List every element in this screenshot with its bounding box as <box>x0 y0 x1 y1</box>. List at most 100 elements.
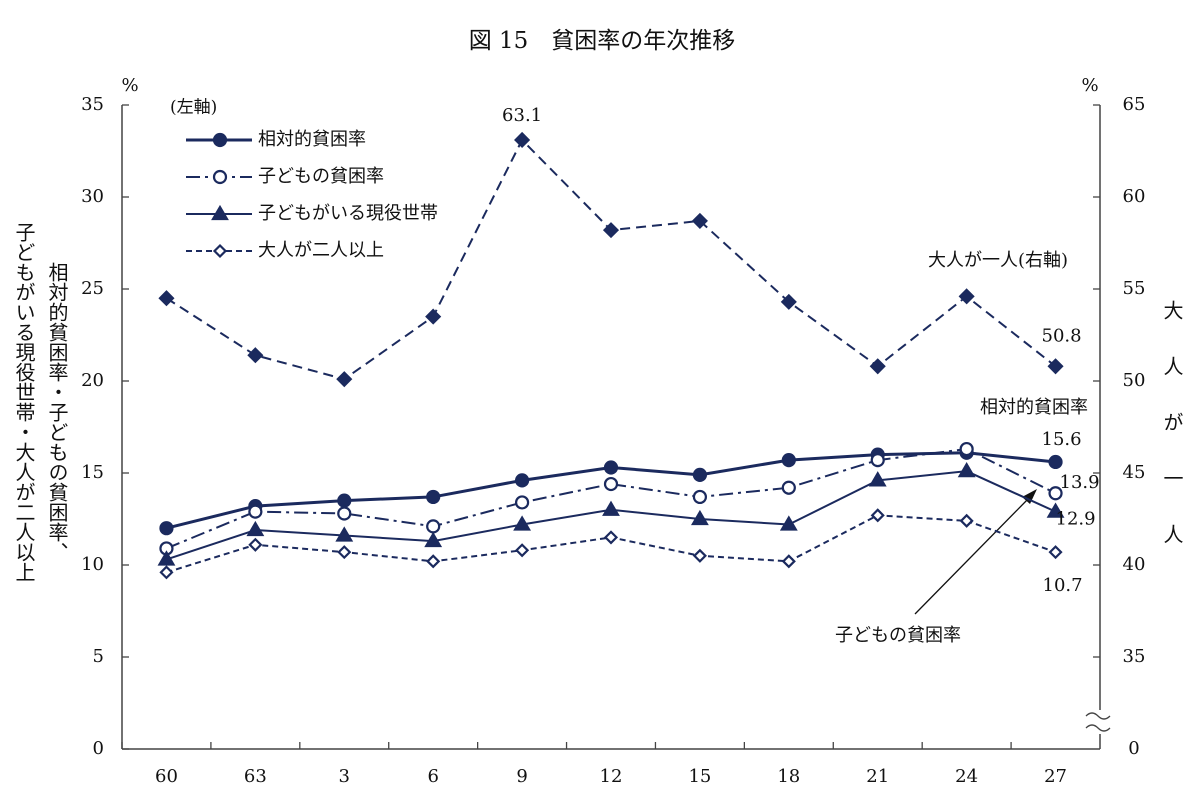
y-tick-label: 10 <box>81 554 104 575</box>
marker <box>959 441 974 457</box>
marker <box>870 453 885 468</box>
y-tick-label: 30 <box>81 186 104 207</box>
marker <box>159 565 174 580</box>
legend-title: (左軸) <box>170 98 217 118</box>
marker <box>248 537 263 552</box>
y-axis-label: 相対的貧困率・子どもの貧困率、 <box>45 262 69 562</box>
y2-tick-label: 40 <box>1123 554 1146 575</box>
axis-break <box>1085 712 1111 732</box>
marker <box>958 288 975 305</box>
y2-tick-label: 45 <box>1123 462 1146 483</box>
x-tick-label: 6 <box>427 766 438 787</box>
marker <box>1048 454 1063 470</box>
annotation: 子どもの貧困率 <box>835 625 961 646</box>
x-tick-label: 24 <box>955 766 978 787</box>
marker <box>1048 486 1063 501</box>
x-tick-label: 60 <box>155 766 178 787</box>
x-tick-label: 12 <box>600 766 623 787</box>
x-tick-label: 63 <box>244 766 267 787</box>
value-label: 63.1 <box>502 105 542 126</box>
x-tick-label: 3 <box>339 766 350 787</box>
marker <box>602 500 620 516</box>
y2-unit: % <box>1081 75 1098 96</box>
marker <box>212 243 228 259</box>
marker <box>159 521 174 536</box>
marker <box>692 467 708 482</box>
marker <box>959 513 974 528</box>
y2-axis-label: 大人が一人 <box>1160 300 1184 580</box>
legend-label: 大人が二人以上 <box>258 240 384 261</box>
x-tick-label: 18 <box>777 766 800 787</box>
marker <box>870 508 885 523</box>
x-tick-label: 9 <box>516 766 527 787</box>
y-unit: % <box>121 75 138 96</box>
marker <box>1047 358 1064 375</box>
x-tick-label: 21 <box>866 766 889 787</box>
marker <box>692 548 707 563</box>
marker <box>868 471 887 487</box>
marker <box>869 358 886 375</box>
marker <box>603 476 619 492</box>
y-tick-label: 25 <box>81 278 104 299</box>
y2-tick-label: 60 <box>1123 186 1146 207</box>
series-line <box>166 448 1056 550</box>
marker <box>515 543 530 558</box>
y-tick-label: 20 <box>81 370 104 391</box>
marker <box>425 308 442 325</box>
marker <box>424 531 443 548</box>
x-tick-label: 15 <box>688 766 711 787</box>
marker <box>426 554 441 569</box>
marker <box>513 515 532 531</box>
legend-label: 子どもの貧困率 <box>258 166 384 187</box>
marker <box>691 212 708 229</box>
marker <box>337 493 352 508</box>
marker <box>248 504 263 519</box>
marker <box>1048 545 1063 560</box>
marker <box>246 520 265 537</box>
marker <box>158 290 175 307</box>
arrow-head <box>1022 489 1037 504</box>
value-label: 10.7 <box>1043 575 1083 596</box>
marker <box>603 530 619 545</box>
marker <box>212 169 228 185</box>
marker <box>426 519 441 534</box>
legend-label: 相対的貧困率 <box>258 129 366 150</box>
marker <box>603 460 619 475</box>
y-axis-label: 子どもがいる現役世帯・大人が二人以上 <box>12 222 36 582</box>
y2-tick-label: 35 <box>1123 646 1146 667</box>
marker <box>781 554 796 569</box>
marker <box>157 550 176 566</box>
x-tick-label: 27 <box>1044 766 1067 787</box>
marker <box>337 545 352 560</box>
value-label: 50.8 <box>1042 325 1082 346</box>
annotation: 相対的貧困率 <box>980 397 1088 418</box>
marker <box>781 453 796 468</box>
marker <box>602 222 620 239</box>
value-label: 12.9 <box>1056 509 1096 530</box>
marker <box>426 489 441 505</box>
marker <box>514 495 530 510</box>
value-label: 15.6 <box>1042 429 1082 450</box>
marker <box>212 132 228 148</box>
y-tick-label: 5 <box>93 646 104 667</box>
arrow-line <box>914 496 1031 615</box>
y2-tick-label: 0 <box>1128 738 1139 759</box>
marker <box>514 473 530 488</box>
y-tick-label: 0 <box>93 738 104 759</box>
y2-tick-label: 65 <box>1123 94 1146 115</box>
chart-title: 図 15 貧困率の年次推移 <box>469 28 736 54</box>
marker <box>957 461 976 478</box>
y2-tick-label: 50 <box>1123 370 1146 391</box>
y-tick-label: 15 <box>81 462 104 483</box>
marker <box>692 489 708 505</box>
marker <box>690 509 709 526</box>
marker <box>335 526 354 542</box>
marker <box>514 131 531 149</box>
value-label: 13.9 <box>1060 472 1100 493</box>
marker <box>780 293 797 310</box>
marker <box>211 204 229 221</box>
marker <box>779 515 798 531</box>
marker <box>1046 502 1065 518</box>
